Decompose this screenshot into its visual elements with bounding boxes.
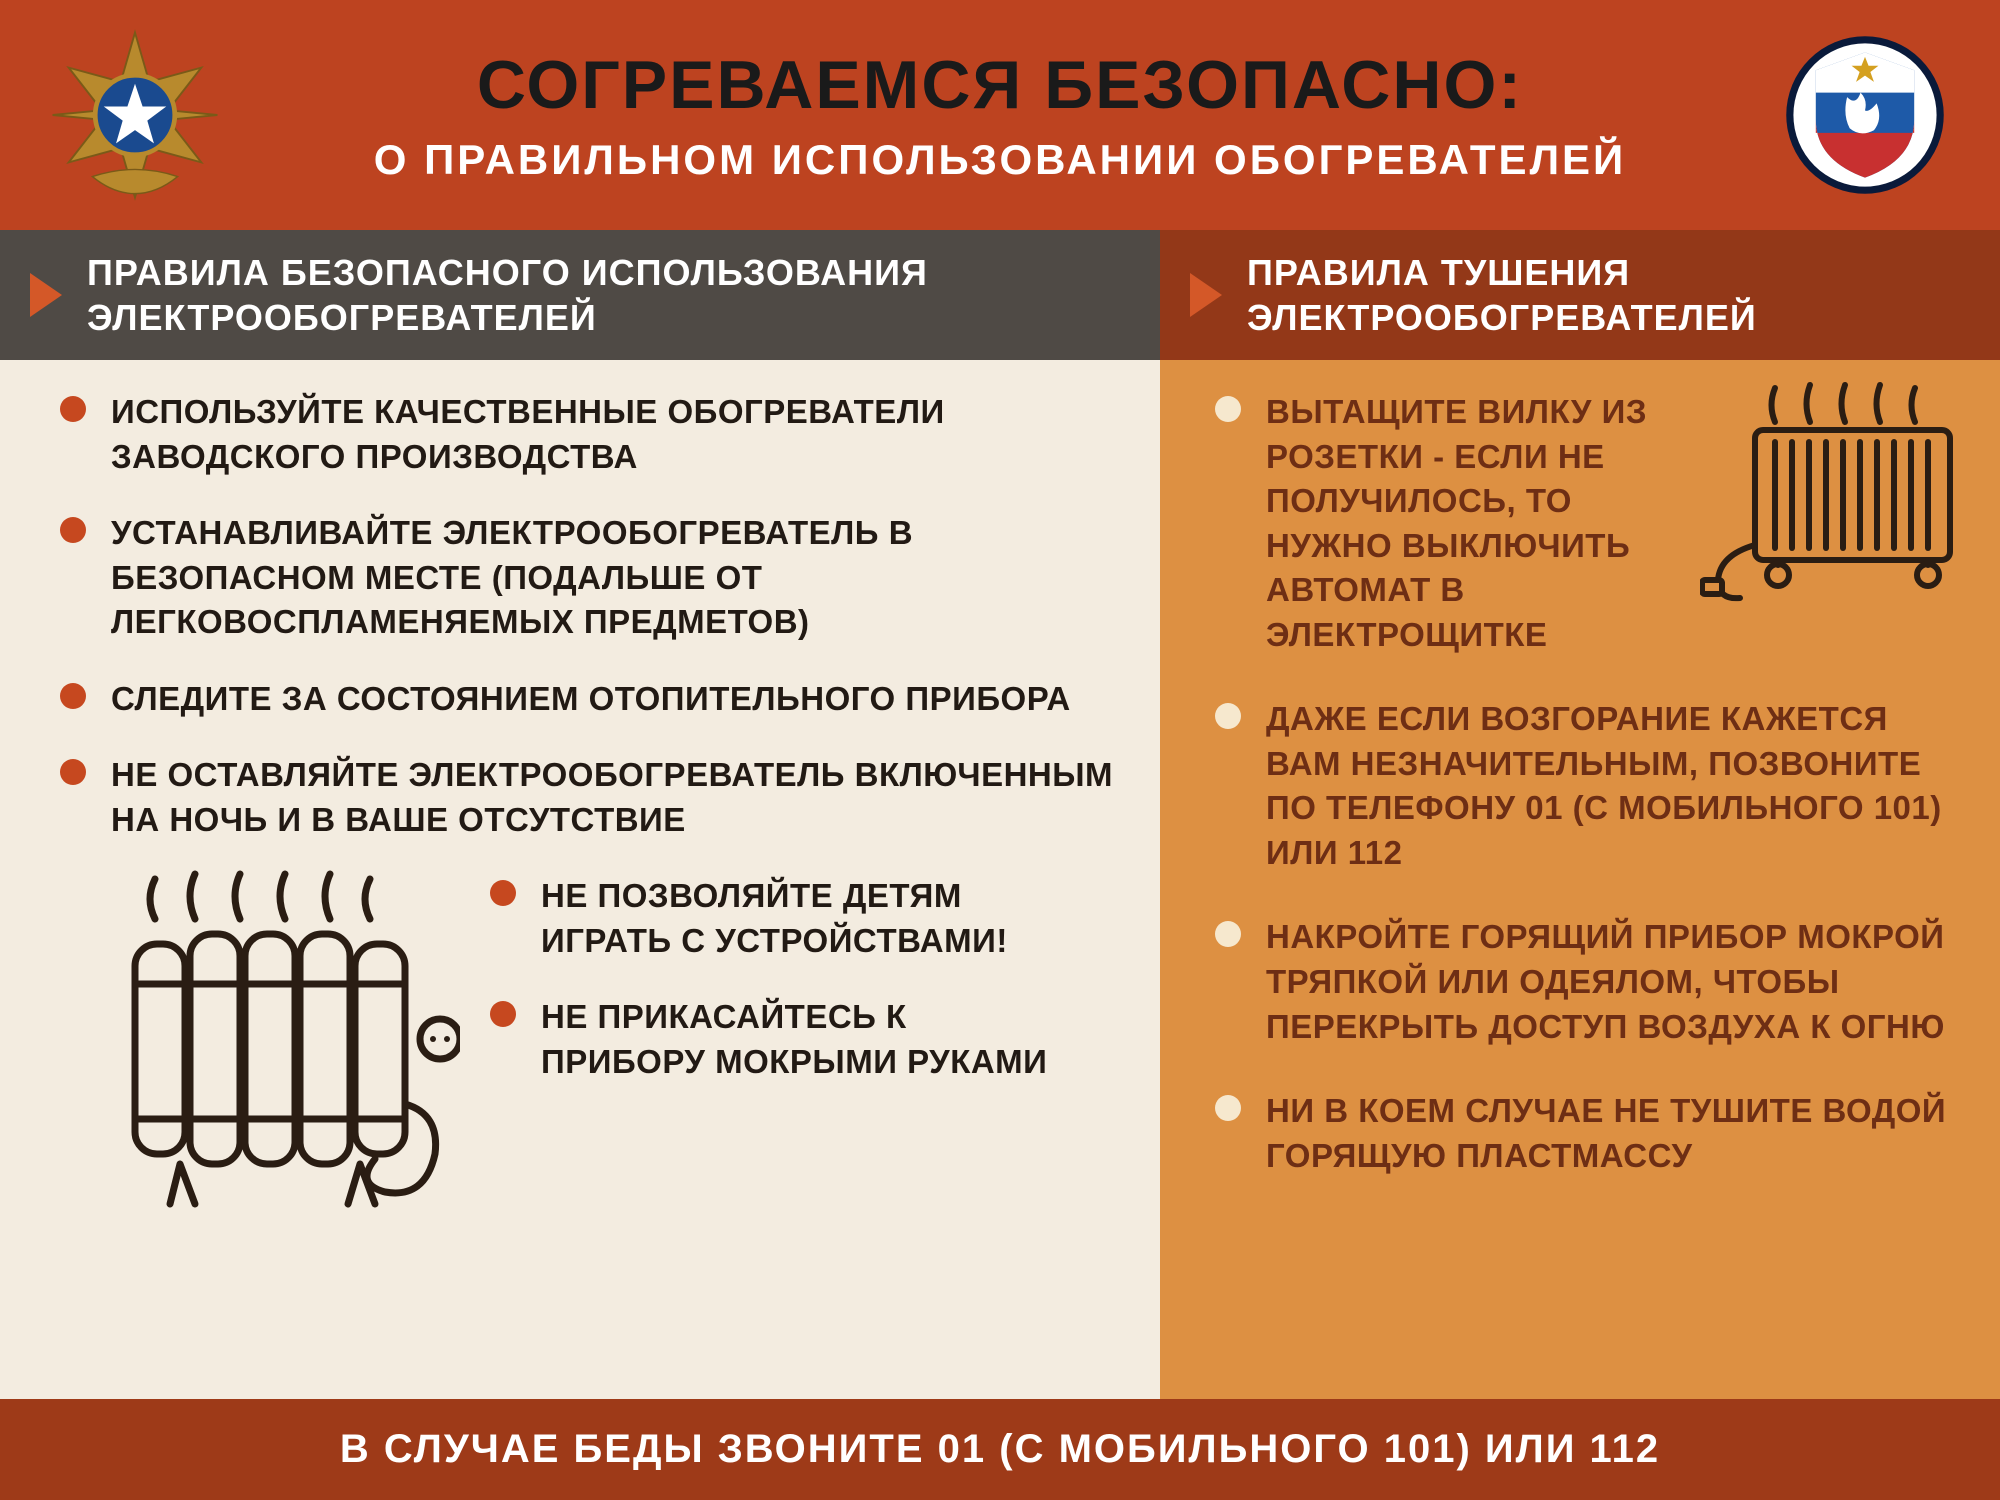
bullet-item: НИ В КОЕМ СЛУЧАЕ НЕ ТУШИТЕ ВОДОЙ ГОРЯЩУЮ… [1215,1089,1955,1178]
left-heading-text: ПРАВИЛА БЕЗОПАСНОГО ИСПОЛЬЗОВАНИЯ ЭЛЕКТР… [87,250,1130,340]
arrow-right-icon [30,273,62,317]
bullet-dot-icon [1215,921,1241,947]
bullet-item: УСТАНАВЛИВАЙТЕ ЭЛЕКТРООБОГРЕВАТЕЛЬ В БЕЗ… [60,511,1120,645]
radiator-illustration [100,864,460,1229]
bullet-dot-icon [490,1001,516,1027]
bullet-item: ДАЖЕ ЕСЛИ ВОЗГОРАНИЕ КАЖЕТСЯ ВАМ НЕЗНАЧИ… [1215,697,1955,875]
bullet-dot-icon [60,683,86,709]
bullet-text: ИСПОЛЬЗУЙТЕ КАЧЕСТВЕННЫЕ ОБОГРЕВАТЕЛИ ЗА… [111,390,1120,479]
arrow-right-icon [1190,273,1222,317]
content-columns: ПРАВИЛА БЕЗОПАСНОГО ИСПОЛЬЗОВАНИЯ ЭЛЕКТР… [0,230,2000,1399]
bullet-item: НЕ ПРИКАСАЙТЕСЬ К ПРИБОРУ МОКРЫМИ РУКАМИ [490,995,1080,1084]
bullet-dot-icon [490,880,516,906]
bullet-text: НЕ ПОЗВОЛЯЙТЕ ДЕТЯМ ИГРАТЬ С УСТРОЙСТВАМ… [541,874,1080,963]
emblem-left-mchs [40,20,230,210]
electric-heater-illustration [1700,380,1960,615]
bullet-dot-icon [60,396,86,422]
safety-poster: СОГРЕВАЕМСЯ БЕЗОПАСНО: О ПРАВИЛЬНОМ ИСПО… [0,0,2000,1500]
left-list-area: ИСПОЛЬЗУЙТЕ КАЧЕСТВЕННЫЕ ОБОГРЕВАТЕЛИ ЗА… [0,360,1160,1399]
right-section-heading: ПРАВИЛА ТУШЕНИЯ ЭЛЕКТРООБОГРЕВАТЕЛЕЙ [1160,230,2000,360]
bullet-item: СЛЕДИТЕ ЗА СОСТОЯНИЕМ ОТОПИТЕЛЬНОГО ПРИБ… [60,677,1120,722]
left-section-heading: ПРАВИЛА БЕЗОПАСНОГО ИСПОЛЬЗОВАНИЯ ЭЛЕКТР… [0,230,1160,360]
bullet-dot-icon [60,759,86,785]
bullet-dot-icon [60,517,86,543]
bullet-text: СЛЕДИТЕ ЗА СОСТОЯНИЕМ ОТОПИТЕЛЬНОГО ПРИБ… [111,677,1071,722]
left-bottom-bullets: НЕ ПОЗВОЛЯЙТЕ ДЕТЯМ ИГРАТЬ С УСТРОЙСТВАМ… [460,874,1080,1116]
bullet-text: НЕ ОСТАВЛЯЙТЕ ЭЛЕКТРООБОГРЕВАТЕЛЬ ВКЛЮЧЕ… [111,753,1120,842]
left-column: ПРАВИЛА БЕЗОПАСНОГО ИСПОЛЬЗОВАНИЯ ЭЛЕКТР… [0,230,1160,1399]
bullet-text: НАКРОЙТЕ ГОРЯЩИЙ ПРИБОР МОКРОЙ ТРЯПКОЙ И… [1266,915,1955,1049]
footer-emergency-text: В СЛУЧАЕ БЕДЫ ЗВОНИТЕ 01 (С МОБИЛЬНОГО 1… [40,1427,1960,1472]
right-heading-text: ПРАВИЛА ТУШЕНИЯ ЭЛЕКТРООБОГРЕВАТЕЛЕЙ [1247,250,1970,340]
regional-shield-icon [1786,36,1943,193]
subtitle: О ПРАВИЛЬНОМ ИСПОЛЬЗОВАНИИ ОБОГРЕВАТЕЛЕЙ [250,136,1750,184]
footer: В СЛУЧАЕ БЕДЫ ЗВОНИТЕ 01 (С МОБИЛЬНОГО 1… [0,1399,2000,1500]
bullet-text: ДАЖЕ ЕСЛИ ВОЗГОРАНИЕ КАЖЕТСЯ ВАМ НЕЗНАЧИ… [1266,697,1955,875]
right-column: ПРАВИЛА ТУШЕНИЯ ЭЛЕКТРООБОГРЕВАТЕЛЕЙ [1160,230,2000,1399]
bullet-item: НЕ ПОЗВОЛЯЙТЕ ДЕТЯМ ИГРАТЬ С УСТРОЙСТВАМ… [490,874,1080,963]
bullet-text: УСТАНАВЛИВАЙТЕ ЭЛЕКТРООБОГРЕВАТЕЛЬ В БЕЗ… [111,511,1120,645]
bullet-dot-icon [1215,1095,1241,1121]
left-bottom-row: НЕ ПОЗВОЛЯЙТЕ ДЕТЯМ ИГРАТЬ С УСТРОЙСТВАМ… [60,874,1120,1249]
bullet-text: НЕ ПРИКАСАЙТЕСЬ К ПРИБОРУ МОКРЫМИ РУКАМИ [541,995,1080,1084]
bullet-item: ИСПОЛЬЗУЙТЕ КАЧЕСТВЕННЫЕ ОБОГРЕВАТЕЛИ ЗА… [60,390,1120,479]
main-title: СОГРЕВАЕМСЯ БЕЗОПАСНО: [250,46,1750,124]
header: СОГРЕВАЕМСЯ БЕЗОПАСНО: О ПРАВИЛЬНОМ ИСПО… [0,0,2000,230]
bullet-dot-icon [1215,396,1241,422]
bullet-item: НЕ ОСТАВЛЯЙТЕ ЭЛЕКТРООБОГРЕВАТЕЛЬ ВКЛЮЧЕ… [60,753,1120,842]
bullet-text: ВЫТАЩИТЕ ВИЛКУ ИЗ РОЗЕТКИ - ЕСЛИ НЕ ПОЛУ… [1266,390,1675,657]
header-text-block: СОГРЕВАЕМСЯ БЕЗОПАСНО: О ПРАВИЛЬНОМ ИСПО… [230,46,1770,184]
bullet-text: НИ В КОЕМ СЛУЧАЕ НЕ ТУШИТЕ ВОДОЙ ГОРЯЩУЮ… [1266,1089,1955,1178]
right-list-area: ВЫТАЩИТЕ ВИЛКУ ИЗ РОЗЕТКИ - ЕСЛИ НЕ ПОЛУ… [1160,360,2000,1399]
mchs-emblem-icon [53,33,218,198]
bullet-item: НАКРОЙТЕ ГОРЯЩИЙ ПРИБОР МОКРОЙ ТРЯПКОЙ И… [1215,915,1955,1049]
bullet-dot-icon [1215,703,1241,729]
emblem-right-region [1770,20,1960,210]
